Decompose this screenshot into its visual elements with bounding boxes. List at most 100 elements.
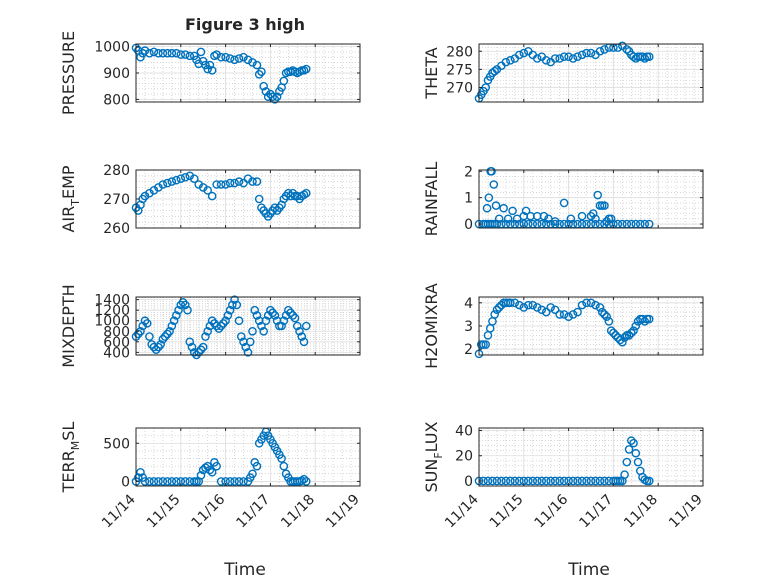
data-point <box>250 305 260 315</box>
data-point <box>277 454 286 463</box>
data-point <box>640 54 650 63</box>
data-point <box>595 476 605 486</box>
data-point <box>167 177 177 186</box>
data-point <box>582 476 591 486</box>
data-point <box>245 337 255 347</box>
data-point <box>600 476 609 486</box>
data-point <box>207 66 217 75</box>
data-point <box>491 201 501 210</box>
data-point <box>519 303 529 312</box>
y-axis-label: H2OMIXRA <box>422 283 441 369</box>
data-point <box>138 321 148 331</box>
data-point <box>196 471 206 480</box>
y-tick-label: 2 <box>464 164 473 180</box>
data-point <box>559 476 569 486</box>
data-point <box>228 300 237 310</box>
data-point <box>140 316 150 326</box>
data-point <box>301 321 311 331</box>
data-point <box>564 52 573 61</box>
data-point <box>550 305 560 315</box>
data-point <box>221 316 230 326</box>
y-tick-label: 4 <box>464 296 473 312</box>
data-point <box>541 476 551 486</box>
data-point <box>301 64 311 74</box>
data-point <box>270 95 280 104</box>
data-point <box>154 48 163 58</box>
data-point <box>180 477 190 486</box>
data-point <box>595 46 605 56</box>
data-point <box>163 329 172 339</box>
data-point <box>133 329 143 339</box>
y-axis-label: THETA <box>422 47 441 99</box>
data-point <box>591 476 600 486</box>
data-point <box>248 58 257 67</box>
data-point <box>487 167 496 176</box>
data-point <box>541 56 551 65</box>
data-point <box>225 178 235 188</box>
data-point <box>297 476 307 485</box>
data-point <box>644 476 654 486</box>
data-point <box>158 180 168 189</box>
data-point <box>606 214 616 224</box>
data-point <box>176 50 186 59</box>
x-tick-label: 11/15 <box>487 492 527 532</box>
data-point <box>577 211 587 221</box>
data-point <box>163 477 172 486</box>
data-point <box>176 174 186 183</box>
data-point <box>586 211 596 221</box>
data-point <box>172 175 181 185</box>
x-tick-label: 11/15 <box>144 492 184 532</box>
data-point <box>167 48 177 58</box>
y-tick-label: 20 <box>455 449 473 465</box>
data-point <box>501 57 511 67</box>
data-point <box>532 476 542 486</box>
data-point <box>482 203 492 213</box>
y-tick-label: 2 <box>464 342 473 358</box>
data-point <box>163 48 172 58</box>
data-point <box>484 193 494 202</box>
data-point <box>259 326 268 336</box>
data-point <box>591 214 600 224</box>
data-point <box>620 333 629 342</box>
data-point <box>555 310 564 319</box>
data-point <box>140 477 150 486</box>
subplot-3: 260 270 280 AIRTEMP <box>59 163 361 237</box>
data-point <box>503 214 513 224</box>
data-point <box>532 54 542 63</box>
y-tick-label: 500 <box>103 436 130 452</box>
data-point <box>644 52 654 61</box>
data-point <box>483 476 493 486</box>
data-point <box>254 70 264 79</box>
data-point <box>515 476 524 486</box>
data-point <box>149 477 159 486</box>
data-point <box>266 305 275 315</box>
x-tick-label: 11/18 <box>278 492 318 532</box>
data-point <box>568 310 578 319</box>
subplot-2: 270 275 280 THETA <box>422 41 704 103</box>
data-point <box>490 66 499 76</box>
data-point <box>151 345 161 355</box>
data-point <box>172 48 181 58</box>
data-point <box>611 330 620 340</box>
data-point <box>286 308 295 318</box>
data-point <box>573 476 582 486</box>
data-point <box>205 60 215 70</box>
data-point <box>539 211 549 221</box>
data-point <box>149 47 159 57</box>
data-point <box>239 52 248 62</box>
data-point <box>301 477 311 486</box>
data-point <box>185 51 195 61</box>
data-point <box>546 303 555 312</box>
data-point <box>604 317 614 326</box>
data-point <box>236 332 246 341</box>
x-tick-label: 11/16 <box>532 491 572 531</box>
data-point <box>201 463 210 472</box>
data-point <box>248 469 257 479</box>
data-point <box>586 48 596 58</box>
data-point <box>508 206 517 216</box>
data-point <box>600 310 609 319</box>
data-point <box>212 461 221 471</box>
data-point <box>506 298 515 308</box>
